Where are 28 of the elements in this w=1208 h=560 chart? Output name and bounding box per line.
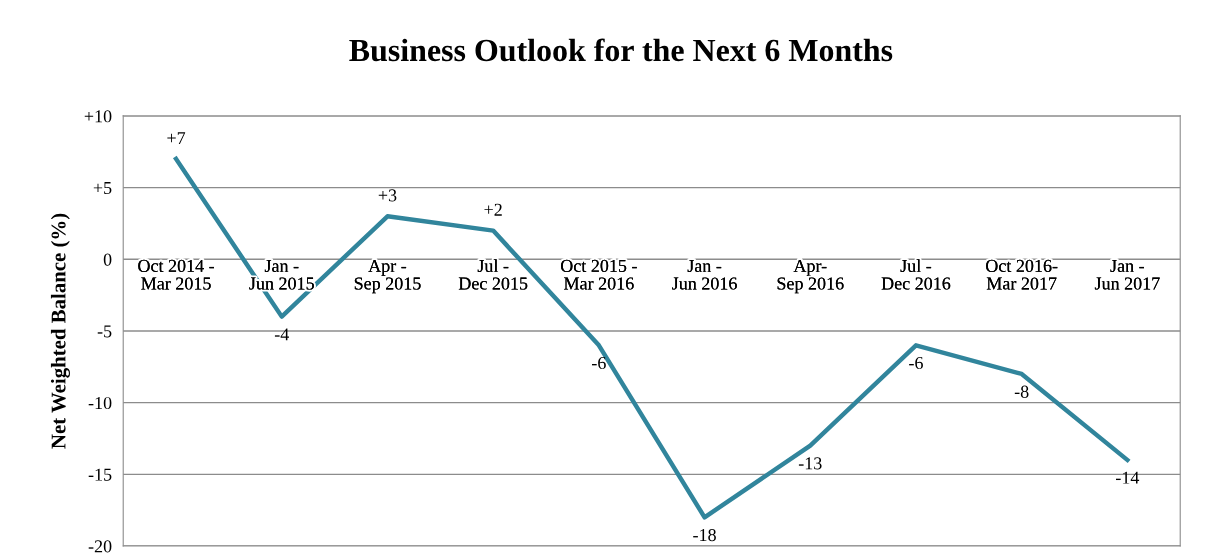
chart-title: Business Outlook for the Next 6 Months bbox=[349, 38, 893, 62]
data-label: -6 bbox=[909, 356, 923, 370]
y-tick-label: -5 bbox=[97, 325, 112, 338]
data-label: -18 bbox=[693, 528, 716, 542]
data-label: +3 bbox=[378, 189, 397, 202]
data-label: +2 bbox=[484, 203, 502, 216]
x-tick-label: Apr - Sep 2015 bbox=[354, 259, 421, 294]
x-tick-label: Oct 2015 - Mar 2016 bbox=[561, 259, 637, 290]
x-tick-label: Oct 2016- Mar 2017 bbox=[986, 259, 1058, 290]
y-tick-label: -10 bbox=[88, 396, 112, 410]
y-axis-title: Net Weighted Balance (%) bbox=[50, 213, 70, 449]
y-tick-label: -15 bbox=[88, 468, 112, 481]
x-tick-label: Oct 2014 - Mar 2015 bbox=[138, 259, 215, 290]
y-tick-label: +5 bbox=[93, 182, 112, 195]
x-tick-label: Jul - Dec 2016 bbox=[881, 259, 951, 290]
x-tick-label: Jan - Jun 2016 bbox=[672, 259, 737, 290]
x-tick-label: Apr- Sep 2016 bbox=[777, 259, 844, 294]
x-tick-label: Jul - Dec 2015 bbox=[458, 259, 528, 290]
x-tick-label: Jan - Jun 2017 bbox=[1094, 259, 1160, 290]
y-tick-label: 0 bbox=[103, 253, 112, 266]
data-label: -4 bbox=[274, 328, 289, 341]
y-tick-label: +10 bbox=[84, 110, 112, 123]
data-label: -6 bbox=[592, 356, 606, 370]
data-label: +7 bbox=[167, 132, 186, 144]
data-label: -13 bbox=[798, 457, 822, 470]
data-label: -14 bbox=[1116, 471, 1140, 484]
y-tick-label: -20 bbox=[88, 540, 112, 553]
data-label: -8 bbox=[1014, 385, 1029, 398]
